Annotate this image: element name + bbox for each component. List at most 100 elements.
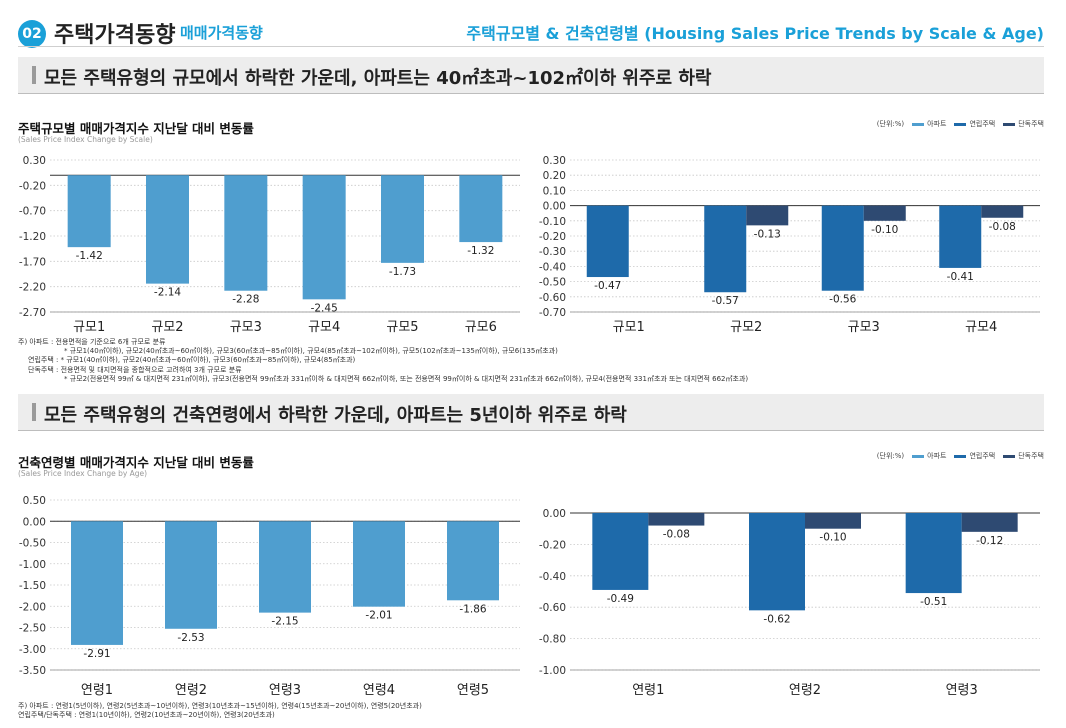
x-category-label: 규모3 <box>848 320 880 335</box>
y-tick-label: -1.50 <box>19 580 46 592</box>
legend-swatch <box>1003 122 1016 126</box>
bar-value-label: -0.08 <box>663 529 690 541</box>
y-tick-label: -0.30 <box>539 246 566 258</box>
section2-legend: (단위:%) 아파트 연립주택 단독주택 <box>877 451 1044 461</box>
bar-detached <box>805 513 861 529</box>
section2-banner-text: 모든 주택유형의 건축연령에서 하락한 가운데, 아파트는 5년이하 위주로 하… <box>44 405 627 426</box>
bar-value-label: -2.53 <box>177 632 204 644</box>
y-tick-label: -3.00 <box>19 644 46 656</box>
header-divider <box>18 46 1044 47</box>
x-category-label: 규모2 <box>151 320 183 335</box>
y-tick-label: -0.60 <box>539 602 566 614</box>
page-title: 주택가격동향 <box>54 23 176 48</box>
bar-rowhouse <box>939 205 982 268</box>
y-tick-label: -0.20 <box>19 180 46 192</box>
legend-swatch <box>954 122 967 126</box>
age-apartment-chart: 0.50 0.00 -0.50 -1.00 -1.50 -2.00 -2.50 -3.00 -3… <box>19 495 520 698</box>
bar-value-label: -2.14 <box>154 287 181 299</box>
note-line: * 규모1(40㎡이하), 규모2(40㎡초과~60㎡이하), 규모3(60㎡초… <box>64 347 558 356</box>
y-tick-label: -0.80 <box>539 634 566 646</box>
x-category-label: 규모6 <box>465 320 497 335</box>
y-tick-label: 0.00 <box>23 516 46 528</box>
banner-marker <box>32 403 36 421</box>
legend-swatch <box>912 454 925 458</box>
bar-apartment <box>71 521 123 645</box>
legend-label: 단독주택 <box>1018 120 1044 128</box>
y-tick-label: -0.50 <box>539 277 566 289</box>
x-category-label: 규모2 <box>730 320 762 335</box>
bar-apartment <box>259 521 311 613</box>
x-category-label: 규모1 <box>613 320 645 335</box>
page-subtitle: 매매가격동향 <box>180 24 263 42</box>
bar-value-label: -1.73 <box>389 266 416 278</box>
bar-value-label: -0.12 <box>976 535 1003 547</box>
bar-apartment <box>302 175 346 300</box>
section2-notes: 주) 아파트 : 연령1(5년이하), 연령2(5년초과~10년이하), 연령3… <box>18 702 422 720</box>
y-tick-label: -2.50 <box>19 623 46 635</box>
y-tick-label: 0.20 <box>543 170 566 182</box>
y-tick-label: -0.40 <box>539 261 566 273</box>
bar-value-label: -2.28 <box>232 294 259 306</box>
bar-apartment <box>224 175 268 291</box>
bar-apartment <box>447 521 499 601</box>
section1-chart-title: 주택규모별 매매가격지수 지난달 대비 변동률 <box>18 121 254 136</box>
x-category-label: 연령1 <box>81 683 113 698</box>
y-tick-label: 0.00 <box>543 201 566 213</box>
y-tick-label: 0.30 <box>23 155 46 167</box>
x-category-label: 연령4 <box>363 683 395 698</box>
y-tick-label: -0.40 <box>539 571 566 583</box>
y-tick-label: -2.00 <box>19 601 46 613</box>
x-category-label: 규모3 <box>230 320 262 335</box>
y-tick-label: -0.70 <box>19 206 46 218</box>
scale-rowhouse-detached-chart: 0.30 0.20 0.10 0.00 -0.10 -0.20 -0.30 -0.40 -0.5… <box>539 155 1040 335</box>
x-category-label: 연령5 <box>457 683 489 698</box>
bar-value-label: -0.49 <box>607 593 634 605</box>
y-tick-label: 0.50 <box>23 495 46 507</box>
legend-unit: (단위:%) <box>876 452 905 460</box>
legend-label: 연립주택 <box>969 120 996 128</box>
legend-item-apartment: 아파트 <box>912 119 946 129</box>
bar-detached <box>863 205 906 221</box>
legend-swatch <box>1003 454 1016 458</box>
legend-label: 아파트 <box>927 120 947 128</box>
legend-item-detached-house: 단독주택 <box>1003 451 1044 461</box>
legend-item-detached-house: 단독주택 <box>1003 119 1044 129</box>
banner-marker <box>32 66 36 84</box>
bar-rowhouse <box>704 205 747 293</box>
y-tick-label: -2.20 <box>19 282 46 294</box>
bar-rowhouse <box>586 205 629 278</box>
bar-value-label: -0.08 <box>989 221 1016 233</box>
bar-apartment <box>381 175 424 263</box>
x-category-label: 연령2 <box>175 683 207 698</box>
note-line: 연립주택/단독주택 : 연령1(10년이하), 연령2(10년초과~20년이하)… <box>18 711 275 720</box>
legend-swatch <box>912 122 925 126</box>
legend-label: 아파트 <box>927 452 947 460</box>
x-category-label: 연령3 <box>269 683 301 698</box>
bar-apartment <box>67 175 111 248</box>
y-tick-label: -1.00 <box>539 665 566 677</box>
scale-apartment-chart: 0.30 -0.20 -0.70 -1.20 -1.70 -2.20 -2.70 규모1 -1.… <box>19 155 520 335</box>
bar-rowhouse <box>905 513 962 594</box>
section1-notes: 주) 아파트 : 전용면적을 기준으로 6개 규모로 분류 * 규모1(40㎡이… <box>18 338 748 384</box>
y-tick-label: -2.70 <box>19 307 46 319</box>
x-category-label: 규모1 <box>73 320 105 335</box>
bar-value-label: -0.62 <box>763 613 790 625</box>
bar-value-label: -0.13 <box>754 228 781 240</box>
legend-item-apartment: 아파트 <box>912 451 946 461</box>
bar-value-label: -1.86 <box>459 603 486 615</box>
bar-value-label: -1.42 <box>76 250 103 262</box>
section1-legend: (단위:%) 아파트 연립주택 단독주택 <box>877 119 1044 129</box>
bar-value-label: -0.10 <box>871 224 898 236</box>
bar-rowhouse <box>749 513 805 611</box>
y-tick-label: -1.00 <box>19 559 46 571</box>
legend-item-row-house: 연립주택 <box>954 451 995 461</box>
bar-value-label: -0.10 <box>819 532 846 544</box>
y-tick-label: -0.60 <box>539 292 566 304</box>
bar-value-label: -0.56 <box>829 294 856 306</box>
bar-apartment <box>353 521 405 607</box>
x-category-label: 연령1 <box>632 683 664 698</box>
note-line: 주) 아파트 : 연령1(5년이하), 연령2(5년초과~10년이하), 연령3… <box>18 702 422 710</box>
bar-apartment <box>459 175 503 243</box>
bar-value-label: -2.91 <box>83 648 110 660</box>
y-tick-label: 0.00 <box>543 508 566 520</box>
